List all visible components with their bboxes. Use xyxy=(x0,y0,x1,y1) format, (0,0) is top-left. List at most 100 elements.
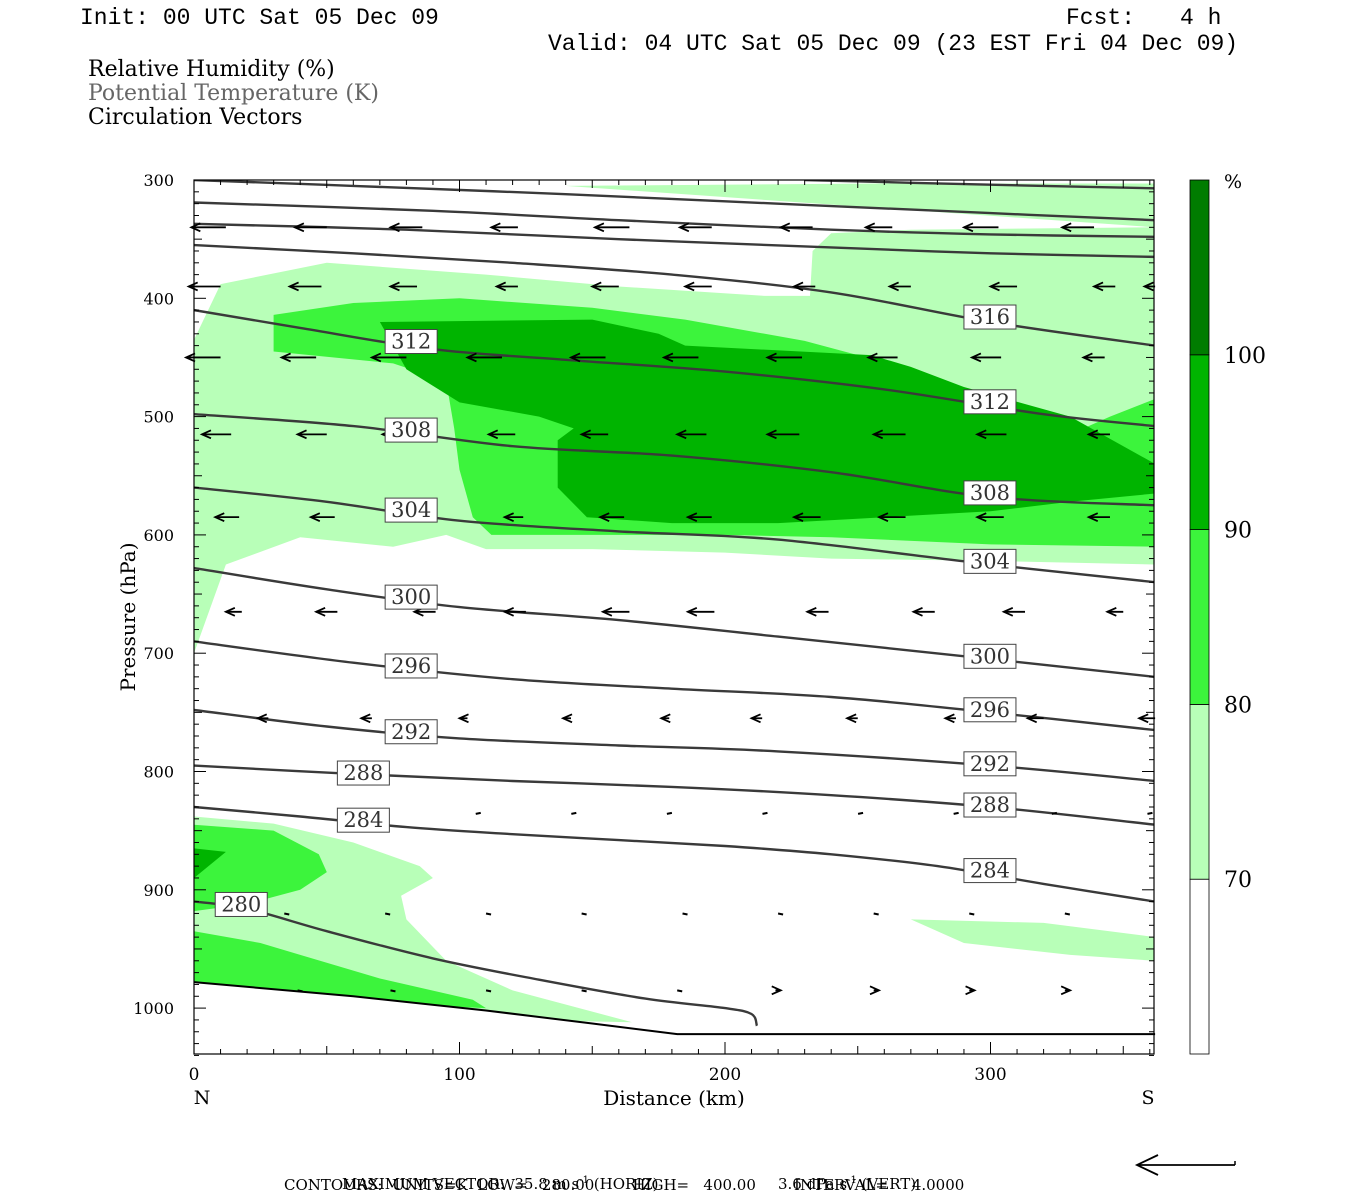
vector-head xyxy=(465,352,477,363)
contour-label-300: 300 xyxy=(963,643,1017,669)
vector-head xyxy=(661,352,674,363)
vector-arrow xyxy=(579,429,609,440)
vector-arrow xyxy=(183,352,221,363)
colorbar-label-90: 90 xyxy=(1224,519,1252,544)
vector-arrow xyxy=(213,512,240,522)
vector-head xyxy=(292,222,305,233)
y-tick-label-1000: 1000 xyxy=(133,999,174,1018)
vector-arrow xyxy=(1086,429,1110,440)
max-vector-vert: (VERT) xyxy=(861,1175,917,1193)
y-axis-label: Pressure (hPa) xyxy=(116,543,140,692)
contour-label-288: 288 xyxy=(336,760,390,786)
vector-head xyxy=(682,281,695,292)
vector-shaft xyxy=(571,811,577,815)
vector-arrow xyxy=(255,713,269,724)
theta-contour-labels: 280 284 284 288 288 292 292 296 296 300 300 304 304 3… xyxy=(214,304,1017,917)
vector-arrow xyxy=(887,281,911,292)
vector-arrow xyxy=(457,713,469,724)
vector-arrow xyxy=(778,222,813,233)
vector-arrow xyxy=(465,352,502,363)
vector-head xyxy=(494,281,507,292)
vector-head xyxy=(1105,606,1117,617)
theta-contour-280 xyxy=(194,900,759,1027)
colorbar-unit: % xyxy=(1224,171,1242,193)
vector-shaft xyxy=(777,912,784,916)
contour-label-312: 312 xyxy=(384,329,438,355)
vector-head xyxy=(876,512,889,522)
vector-head xyxy=(502,606,515,617)
contour-label-284: 284 xyxy=(963,858,1017,884)
vector-head xyxy=(791,512,804,522)
plot-border xyxy=(193,179,1155,1055)
contour-label-text-284: 284 xyxy=(970,859,1010,883)
vector-arrow xyxy=(489,222,518,233)
vector-head xyxy=(1001,606,1014,617)
vector-head xyxy=(279,352,291,363)
vector-arrow xyxy=(287,281,322,292)
vector-arrow xyxy=(677,222,712,233)
x-tick-label-200: 200 xyxy=(709,1065,741,1085)
vector-arrow xyxy=(279,352,317,363)
vector-arrow xyxy=(969,352,1002,363)
vector-arrow xyxy=(975,429,1007,440)
vector-head xyxy=(359,713,371,724)
vector-arrow xyxy=(592,222,630,233)
axes: 300 400 500 600 700 800 900 1000 0 100 200 300 N S Dis… xyxy=(116,171,1155,1110)
contour-label-316: 316 xyxy=(963,304,1017,330)
vector-arrow xyxy=(659,713,671,724)
colorbar-band-4 xyxy=(1189,179,1210,356)
vector-arrow xyxy=(308,512,335,522)
vector-arrow xyxy=(863,222,893,233)
vector-arrow xyxy=(857,811,864,815)
forecast-label: Fcst: xyxy=(1066,5,1136,31)
vector-head xyxy=(765,352,777,363)
vector-arrow xyxy=(1051,811,1058,815)
max-vector-text: MAXIMUM VECTOR: 35.8 m s-1 (HORIZ) xyxy=(342,1175,659,1193)
vector-shaft xyxy=(485,912,492,916)
vector-shaft xyxy=(762,811,768,815)
init-time: Init: 00 UTC Sat 05 Dec 09 xyxy=(80,5,439,31)
vector-shaft xyxy=(297,989,303,993)
vector-head xyxy=(685,512,698,522)
theta-contour-324 xyxy=(194,201,1154,238)
vector-arrow xyxy=(749,713,763,724)
vector-head xyxy=(1136,713,1149,724)
vector-arrow xyxy=(1001,606,1026,617)
vector-arrow xyxy=(295,429,327,440)
contour-label-box xyxy=(963,548,1017,574)
vector-head xyxy=(457,713,469,724)
x-tick-label-300: 300 xyxy=(974,1065,1006,1085)
vector-head xyxy=(943,713,955,724)
vector-arrow xyxy=(359,713,372,724)
legend-relative-humidity: Relative Humidity (%) xyxy=(88,57,335,82)
vector-head xyxy=(223,606,236,617)
max-vector-value: MAXIMUM VECTOR: 35.8 m s xyxy=(342,1175,580,1193)
vector-arrow xyxy=(284,912,290,916)
contour-label-box xyxy=(963,792,1017,818)
vector-head xyxy=(388,222,400,233)
vector-head xyxy=(887,281,899,292)
contour-label-text-288: 288 xyxy=(970,793,1010,817)
colorbar-label-70: 70 xyxy=(1224,868,1252,893)
vector-head xyxy=(502,512,515,522)
vector-shaft xyxy=(485,989,492,993)
vector-head xyxy=(213,512,225,522)
terrain-line xyxy=(193,981,1156,1036)
vector-head xyxy=(771,985,783,996)
valid-time: Valid: 04 UTC Sat 05 Dec 09 (23 EST Fri … xyxy=(548,31,1239,57)
vector-arrow xyxy=(1147,811,1153,815)
max-vector-vert-text: 3.6 dPa s-1 (VERT) xyxy=(778,1175,917,1193)
contour-label-text-288: 288 xyxy=(343,761,383,785)
vector-arrow xyxy=(199,429,232,440)
vector-arrow xyxy=(388,222,423,233)
contour-label-text-308: 308 xyxy=(391,418,431,442)
vector-arrow xyxy=(685,606,715,617)
vector-head xyxy=(659,713,671,724)
theta-contour-320 xyxy=(194,222,1154,259)
vector-head xyxy=(592,222,605,233)
y-tick-label-800: 800 xyxy=(143,763,174,782)
vector-arrow xyxy=(805,606,829,617)
contour-label-text-280: 280 xyxy=(221,892,261,916)
vector-head xyxy=(791,281,804,292)
x-tick-label-0: 0 xyxy=(189,1065,200,1085)
